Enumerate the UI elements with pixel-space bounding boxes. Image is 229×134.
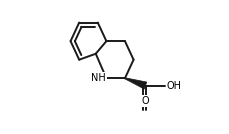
Polygon shape [124, 78, 146, 89]
Text: NH: NH [91, 73, 105, 83]
Text: OH: OH [166, 81, 181, 91]
Text: O: O [141, 96, 149, 106]
